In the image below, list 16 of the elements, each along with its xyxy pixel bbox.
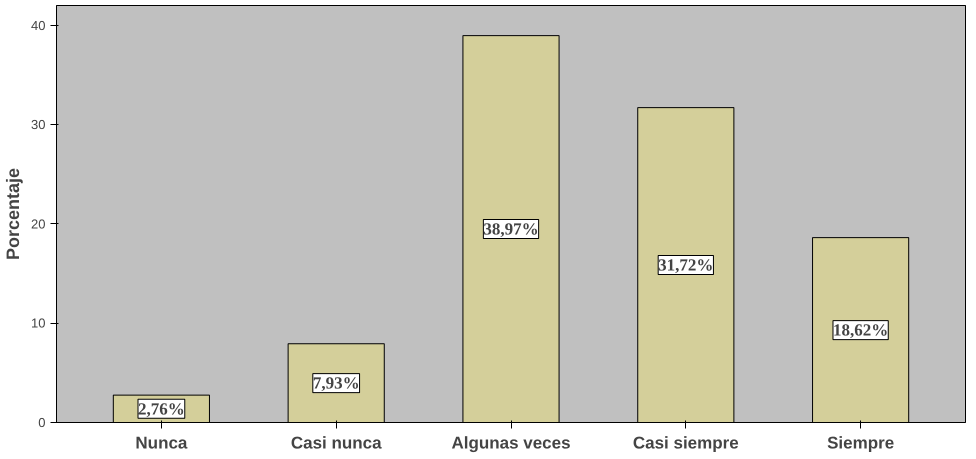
- data-label: 18,62%: [832, 320, 888, 340]
- x-tick-label: Nunca: [135, 434, 188, 452]
- y-tick-label: 10: [31, 316, 46, 331]
- y-tick-label: 0: [38, 415, 46, 430]
- y-tick-label: 40: [31, 18, 46, 33]
- y-tick-label: 20: [31, 216, 46, 232]
- y-tick-label: 30: [31, 117, 46, 132]
- x-tick-label: Algunas veces: [451, 434, 571, 452]
- x-tick-label: Casi siempre: [632, 434, 739, 452]
- data-label: 2,76%: [138, 399, 185, 418]
- y-axis-title: Porcentaje: [3, 168, 24, 260]
- x-tick-label: Casi nunca: [290, 434, 382, 452]
- data-label: 7,93%: [312, 374, 360, 393]
- data-label: 31,72%: [658, 256, 714, 275]
- x-tick-label: Siempre: [827, 434, 894, 452]
- data-label: 38,97%: [483, 220, 539, 239]
